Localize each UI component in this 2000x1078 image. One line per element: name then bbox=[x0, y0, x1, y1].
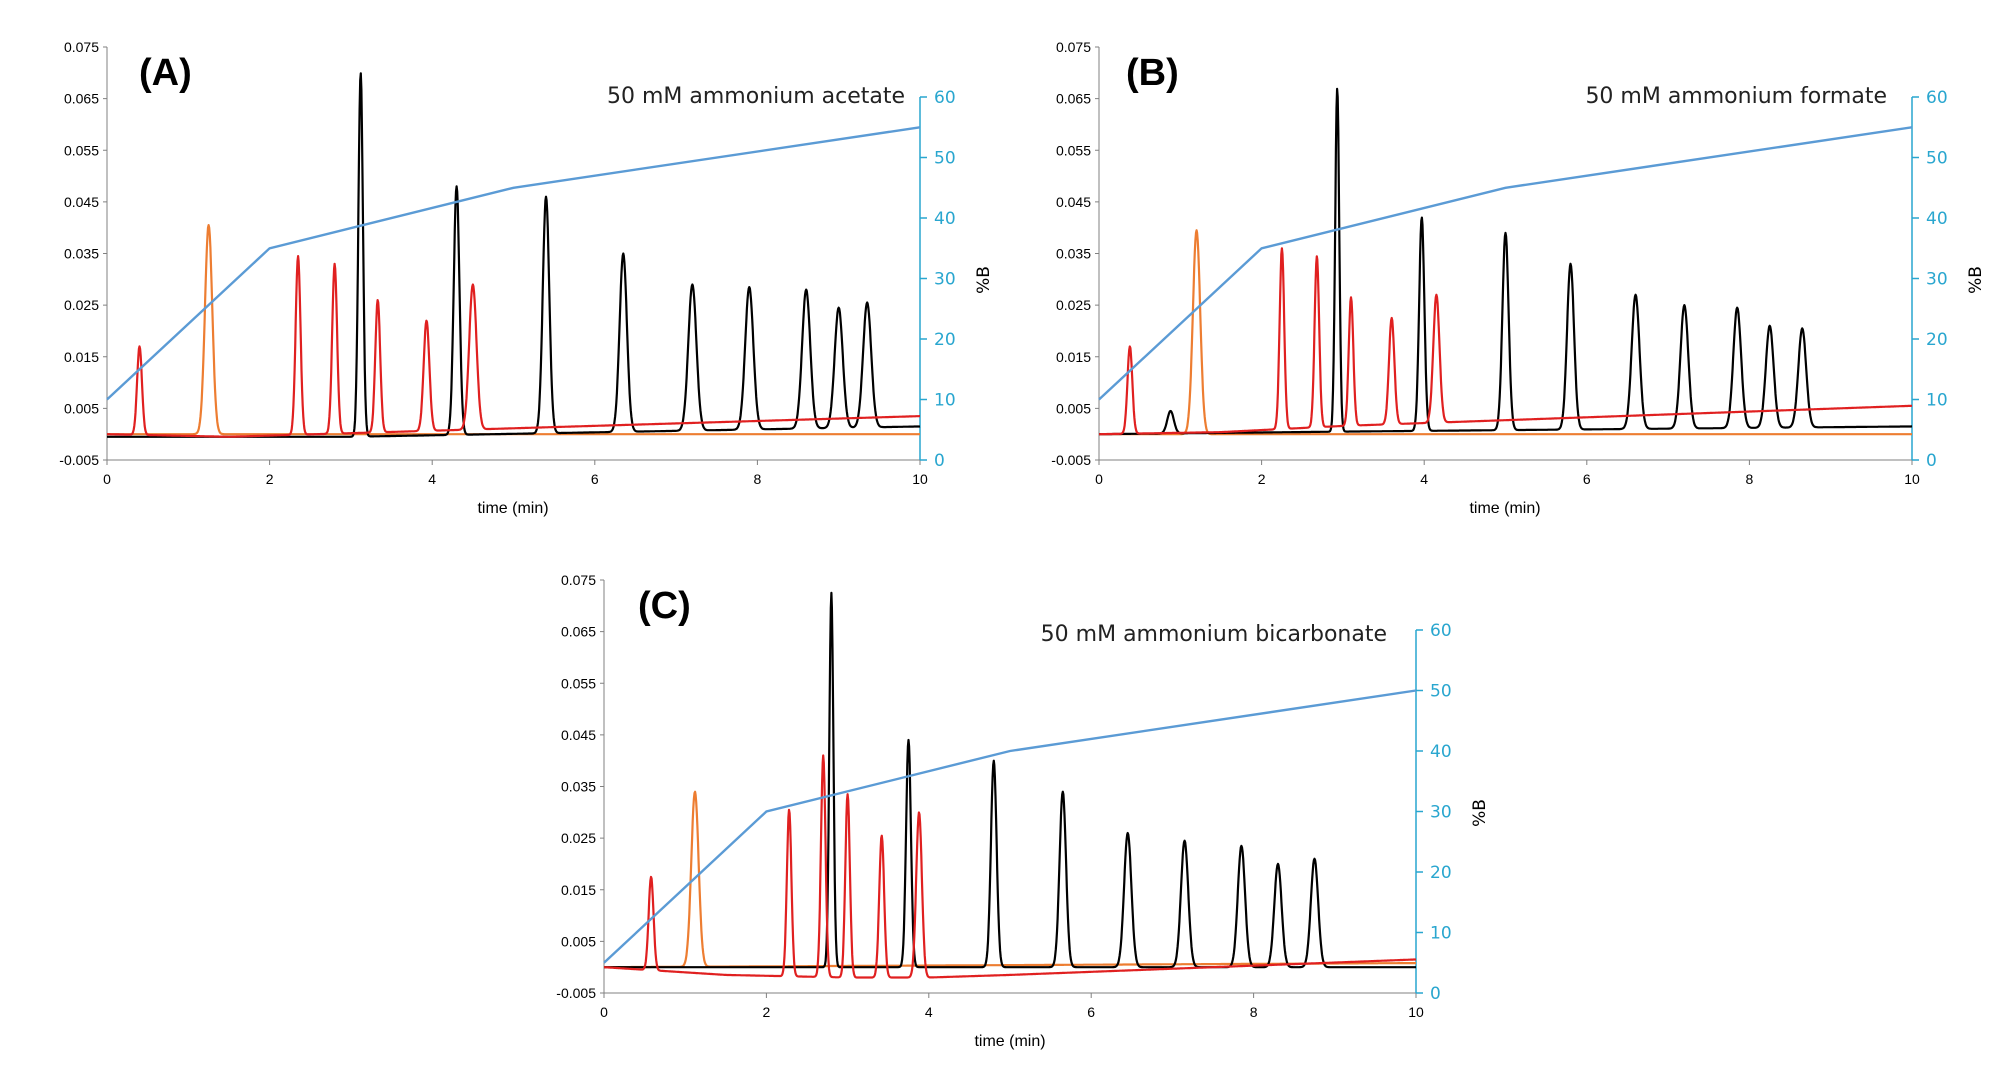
y-tick-label: 0.005 bbox=[64, 400, 99, 416]
x-axis-title: time (min) bbox=[477, 500, 548, 517]
gradient-percent-b-line bbox=[106, 126, 921, 401]
right-tick-label: 40 bbox=[934, 209, 956, 229]
y-tick-label: 0.035 bbox=[64, 246, 99, 262]
series-black-trace bbox=[1098, 87, 1913, 436]
series-orange-trace bbox=[603, 790, 1417, 969]
x-tick-label: 6 bbox=[1087, 1004, 1095, 1020]
y-tick-label: 0.035 bbox=[561, 779, 596, 795]
y-tick-label: 0.075 bbox=[1056, 39, 1091, 55]
right-tick-label: 10 bbox=[1926, 391, 1948, 411]
y-tick-label: 0.015 bbox=[1056, 349, 1091, 365]
series-red-trace bbox=[1098, 247, 1913, 436]
y-tick-label: 0.055 bbox=[1056, 142, 1091, 158]
series-black-trace bbox=[106, 72, 921, 438]
right-tick-label: 0 bbox=[1430, 984, 1441, 1004]
series-red-trace bbox=[106, 255, 921, 438]
x-tick-label: 2 bbox=[266, 471, 274, 487]
y-tick-label: 0.015 bbox=[64, 349, 99, 365]
x-tick-label: 4 bbox=[925, 1004, 933, 1020]
y-tick-label: 0.065 bbox=[561, 624, 596, 640]
right-tick-label: 0 bbox=[1926, 451, 1937, 471]
x-tick-label: 4 bbox=[1420, 471, 1428, 487]
right-tick-label: 0 bbox=[934, 451, 945, 471]
y-tick-label: 0.005 bbox=[561, 933, 596, 949]
x-axis-title: time (min) bbox=[1469, 500, 1540, 517]
right-tick-label: 20 bbox=[934, 330, 956, 350]
right-tick-label: 30 bbox=[1926, 270, 1948, 290]
y-tick-label: -0.005 bbox=[556, 985, 596, 1001]
panel-b: 0.075 0.065 0.055 0.045 0.035 0.025 0.015 0.005… bbox=[1051, 39, 1986, 517]
gradient-percent-b-line bbox=[1098, 126, 1913, 401]
x-tick-label: 4 bbox=[428, 471, 436, 487]
right-tick-label: 30 bbox=[1430, 803, 1452, 823]
x-tick-label: 10 bbox=[912, 471, 928, 487]
x-tick-label: 10 bbox=[1408, 1004, 1424, 1020]
y-tick-label: 0.055 bbox=[64, 142, 99, 158]
y-tick-label: -0.005 bbox=[1051, 452, 1091, 468]
right-tick-label: 40 bbox=[1430, 742, 1452, 762]
right-tick-label: 30 bbox=[934, 270, 956, 290]
series-black-trace bbox=[603, 591, 1417, 969]
x-tick-label: 8 bbox=[1746, 471, 1754, 487]
right-tick-label: 50 bbox=[1926, 149, 1948, 169]
panel-label: (B) bbox=[1126, 52, 1179, 94]
x-tick-label: 6 bbox=[1583, 471, 1591, 487]
x-axis-title: time (min) bbox=[974, 1033, 1045, 1050]
right-axis-title: %B bbox=[1470, 799, 1490, 827]
right-tick-label: 20 bbox=[1430, 863, 1452, 883]
series-red-trace bbox=[603, 754, 1417, 979]
x-tick-label: 10 bbox=[1904, 471, 1920, 487]
y-tick-label: 0.055 bbox=[561, 675, 596, 691]
y-tick-label: 0.025 bbox=[1056, 297, 1091, 313]
x-tick-label: 8 bbox=[1250, 1004, 1258, 1020]
x-tick-label: 0 bbox=[600, 1004, 608, 1020]
y-tick-label: 0.045 bbox=[1056, 194, 1091, 210]
y-tick-label: 0.035 bbox=[1056, 246, 1091, 262]
buffer-annotation: 50 mM ammonium bicarbonate bbox=[1041, 622, 1387, 647]
y-tick-label: 0.045 bbox=[64, 194, 99, 210]
right-tick-label: 20 bbox=[1926, 330, 1948, 350]
right-tick-label: 40 bbox=[1926, 209, 1948, 229]
right-tick-label: 60 bbox=[934, 88, 956, 108]
x-tick-label: 0 bbox=[103, 471, 111, 487]
panel-label: (A) bbox=[139, 52, 192, 94]
right-axis-title: %B bbox=[1966, 266, 1986, 294]
y-tick-label: 0.075 bbox=[64, 39, 99, 55]
right-tick-label: 50 bbox=[934, 149, 956, 169]
x-tick-label: 2 bbox=[763, 1004, 771, 1020]
panel-a: 0.075 0.065 0.055 0.045 0.035 0.025 0.015 0.005… bbox=[59, 39, 994, 517]
y-tick-label: 0.075 bbox=[561, 572, 596, 588]
y-tick-label: 0.015 bbox=[561, 882, 596, 898]
y-tick-label: 0.025 bbox=[561, 830, 596, 846]
buffer-annotation: 50 mM ammonium acetate bbox=[607, 84, 905, 109]
x-tick-label: 6 bbox=[591, 471, 599, 487]
x-tick-label: 0 bbox=[1095, 471, 1103, 487]
right-tick-label: 10 bbox=[934, 391, 956, 411]
y-tick-label: 0.005 bbox=[1056, 400, 1091, 416]
panel-label: (C) bbox=[638, 585, 691, 627]
y-tick-label: 0.045 bbox=[561, 727, 596, 743]
x-tick-label: 8 bbox=[754, 471, 762, 487]
right-tick-label: 60 bbox=[1430, 621, 1452, 641]
buffer-annotation: 50 mM ammonium formate bbox=[1585, 84, 1887, 109]
x-tick-label: 2 bbox=[1258, 471, 1266, 487]
right-tick-label: 10 bbox=[1430, 924, 1452, 944]
right-tick-label: 50 bbox=[1430, 682, 1452, 702]
series-orange-trace bbox=[1098, 229, 1913, 436]
y-tick-label: 0.065 bbox=[1056, 91, 1091, 107]
panel-c: 0.075 0.065 0.055 0.045 0.035 0.025 0.015 0.005… bbox=[556, 572, 1490, 1050]
gradient-percent-b-line bbox=[603, 689, 1417, 964]
y-tick-label: 0.025 bbox=[64, 297, 99, 313]
y-tick-label: -0.005 bbox=[59, 452, 99, 468]
right-axis-title: %B bbox=[974, 266, 994, 294]
y-tick-label: 0.065 bbox=[64, 91, 99, 107]
right-tick-label: 60 bbox=[1926, 88, 1948, 108]
